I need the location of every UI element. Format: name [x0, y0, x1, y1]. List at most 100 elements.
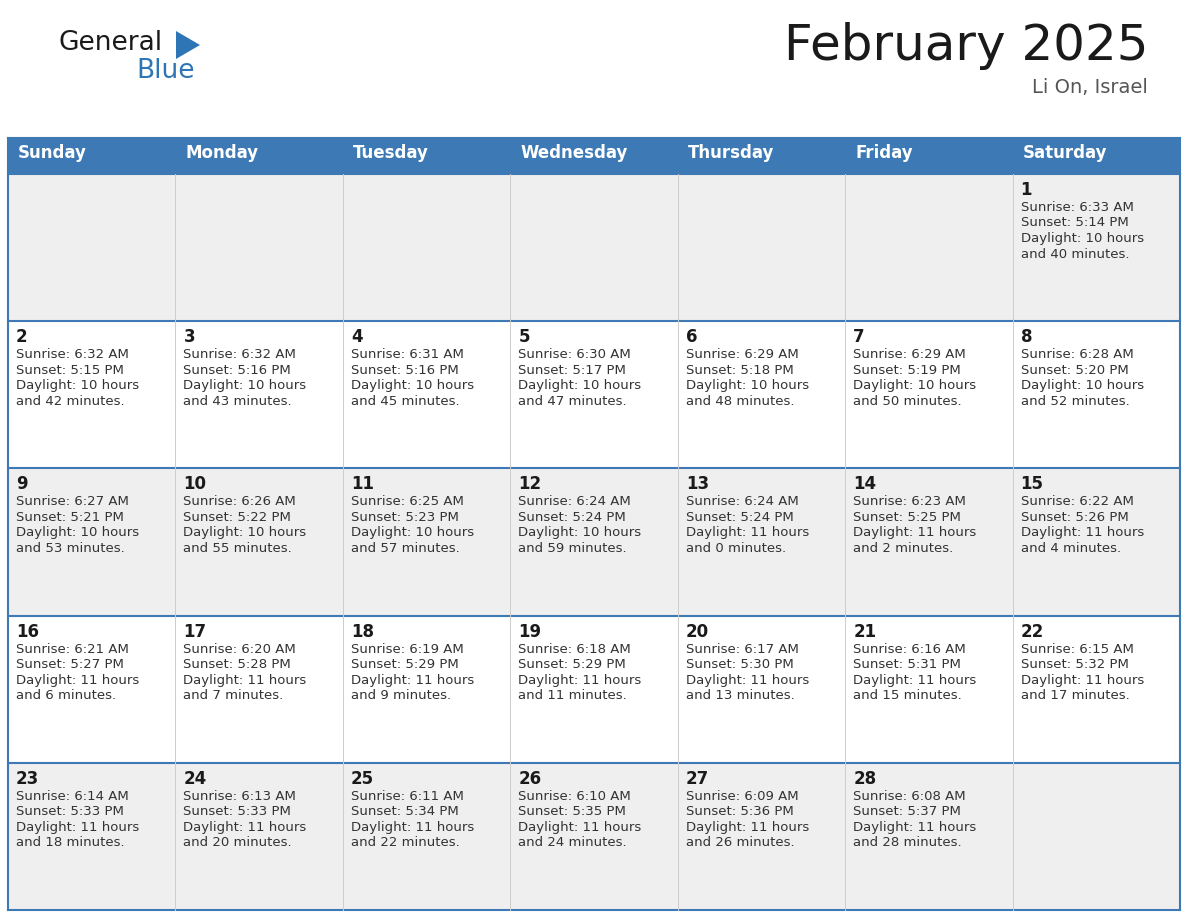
- Bar: [8, 138, 176, 174]
- Text: Sunrise: 6:33 AM: Sunrise: 6:33 AM: [1020, 201, 1133, 214]
- Text: Daylight: 10 hours: Daylight: 10 hours: [685, 379, 809, 392]
- Text: and 43 minutes.: and 43 minutes.: [183, 395, 292, 408]
- Text: Sunrise: 6:31 AM: Sunrise: 6:31 AM: [350, 348, 463, 361]
- Bar: [677, 174, 845, 321]
- Text: Sunrise: 6:26 AM: Sunrise: 6:26 AM: [183, 496, 296, 509]
- Text: and 6 minutes.: and 6 minutes.: [15, 689, 116, 702]
- Bar: [677, 138, 845, 174]
- Text: Sunrise: 6:32 AM: Sunrise: 6:32 AM: [15, 348, 128, 361]
- Text: 8: 8: [1020, 329, 1032, 346]
- Text: Daylight: 10 hours: Daylight: 10 hours: [350, 379, 474, 392]
- Text: and 57 minutes.: and 57 minutes.: [350, 542, 460, 554]
- Bar: [1012, 616, 1180, 763]
- Text: Sunrise: 6:32 AM: Sunrise: 6:32 AM: [183, 348, 296, 361]
- Text: Daylight: 10 hours: Daylight: 10 hours: [518, 526, 642, 540]
- Bar: [176, 321, 343, 468]
- Text: Daylight: 11 hours: Daylight: 11 hours: [183, 821, 307, 834]
- Text: Sunset: 5:29 PM: Sunset: 5:29 PM: [350, 658, 459, 671]
- Text: 1: 1: [1020, 181, 1032, 199]
- Text: Sunrise: 6:25 AM: Sunrise: 6:25 AM: [350, 496, 463, 509]
- Text: Sunset: 5:29 PM: Sunset: 5:29 PM: [518, 658, 626, 671]
- Text: Sunrise: 6:17 AM: Sunrise: 6:17 AM: [685, 643, 798, 655]
- Text: Sunrise: 6:14 AM: Sunrise: 6:14 AM: [15, 789, 128, 803]
- Text: Daylight: 11 hours: Daylight: 11 hours: [518, 674, 642, 687]
- Bar: [677, 468, 845, 616]
- Bar: [176, 468, 343, 616]
- Text: and 42 minutes.: and 42 minutes.: [15, 395, 125, 408]
- Text: and 50 minutes.: and 50 minutes.: [853, 395, 962, 408]
- Bar: [845, 321, 1012, 468]
- Text: and 17 minutes.: and 17 minutes.: [1020, 689, 1130, 702]
- Text: Sunrise: 6:10 AM: Sunrise: 6:10 AM: [518, 789, 631, 803]
- Polygon shape: [176, 31, 200, 59]
- Text: Daylight: 10 hours: Daylight: 10 hours: [1020, 232, 1144, 245]
- Text: and 2 minutes.: and 2 minutes.: [853, 542, 954, 554]
- Text: Sunset: 5:26 PM: Sunset: 5:26 PM: [1020, 511, 1129, 524]
- Text: Sunset: 5:32 PM: Sunset: 5:32 PM: [1020, 658, 1129, 671]
- Text: and 47 minutes.: and 47 minutes.: [518, 395, 627, 408]
- Text: and 9 minutes.: and 9 minutes.: [350, 689, 451, 702]
- Text: and 59 minutes.: and 59 minutes.: [518, 542, 627, 554]
- Text: Sunrise: 6:29 AM: Sunrise: 6:29 AM: [853, 348, 966, 361]
- Bar: [511, 468, 677, 616]
- Bar: [176, 174, 343, 321]
- Text: Sunset: 5:34 PM: Sunset: 5:34 PM: [350, 805, 459, 818]
- Text: Saturday: Saturday: [1023, 144, 1107, 162]
- Text: Sunset: 5:19 PM: Sunset: 5:19 PM: [853, 364, 961, 376]
- Text: Sunset: 5:24 PM: Sunset: 5:24 PM: [685, 511, 794, 524]
- Text: Sunrise: 6:20 AM: Sunrise: 6:20 AM: [183, 643, 296, 655]
- Text: 4: 4: [350, 329, 362, 346]
- Bar: [8, 468, 176, 616]
- Text: and 45 minutes.: and 45 minutes.: [350, 395, 460, 408]
- Text: Thursday: Thursday: [688, 144, 775, 162]
- Text: Sunset: 5:17 PM: Sunset: 5:17 PM: [518, 364, 626, 376]
- Text: Sunrise: 6:09 AM: Sunrise: 6:09 AM: [685, 789, 798, 803]
- Text: and 40 minutes.: and 40 minutes.: [1020, 248, 1129, 261]
- Text: Daylight: 11 hours: Daylight: 11 hours: [183, 674, 307, 687]
- Text: 17: 17: [183, 622, 207, 641]
- Text: 24: 24: [183, 770, 207, 788]
- Text: Sunrise: 6:13 AM: Sunrise: 6:13 AM: [183, 789, 296, 803]
- Text: Tuesday: Tuesday: [353, 144, 429, 162]
- Text: Sunrise: 6:30 AM: Sunrise: 6:30 AM: [518, 348, 631, 361]
- Bar: [677, 616, 845, 763]
- Text: Sunrise: 6:24 AM: Sunrise: 6:24 AM: [685, 496, 798, 509]
- Text: Sunrise: 6:28 AM: Sunrise: 6:28 AM: [1020, 348, 1133, 361]
- Text: 10: 10: [183, 476, 207, 493]
- Text: Daylight: 10 hours: Daylight: 10 hours: [183, 379, 307, 392]
- Bar: [343, 174, 511, 321]
- Text: 6: 6: [685, 329, 697, 346]
- Text: Sunset: 5:18 PM: Sunset: 5:18 PM: [685, 364, 794, 376]
- Bar: [343, 321, 511, 468]
- Bar: [343, 138, 511, 174]
- Text: Sunrise: 6:19 AM: Sunrise: 6:19 AM: [350, 643, 463, 655]
- Text: 27: 27: [685, 770, 709, 788]
- Text: 28: 28: [853, 770, 877, 788]
- Bar: [1012, 174, 1180, 321]
- Bar: [8, 763, 176, 910]
- Bar: [1012, 468, 1180, 616]
- Bar: [176, 616, 343, 763]
- Text: Daylight: 11 hours: Daylight: 11 hours: [350, 674, 474, 687]
- Text: Sunset: 5:15 PM: Sunset: 5:15 PM: [15, 364, 124, 376]
- Text: 11: 11: [350, 476, 374, 493]
- Text: Blue: Blue: [135, 58, 195, 84]
- Text: 14: 14: [853, 476, 877, 493]
- Text: and 24 minutes.: and 24 minutes.: [518, 836, 627, 849]
- Text: Daylight: 10 hours: Daylight: 10 hours: [15, 526, 139, 540]
- Text: Daylight: 11 hours: Daylight: 11 hours: [685, 674, 809, 687]
- Text: 15: 15: [1020, 476, 1043, 493]
- Text: Daylight: 11 hours: Daylight: 11 hours: [853, 821, 977, 834]
- Bar: [1012, 763, 1180, 910]
- Bar: [343, 616, 511, 763]
- Text: and 11 minutes.: and 11 minutes.: [518, 689, 627, 702]
- Text: 9: 9: [15, 476, 27, 493]
- Text: Sunrise: 6:15 AM: Sunrise: 6:15 AM: [1020, 643, 1133, 655]
- Bar: [845, 468, 1012, 616]
- Text: Sunset: 5:28 PM: Sunset: 5:28 PM: [183, 658, 291, 671]
- Text: Daylight: 10 hours: Daylight: 10 hours: [15, 379, 139, 392]
- Text: Li On, Israel: Li On, Israel: [1032, 78, 1148, 97]
- Bar: [677, 763, 845, 910]
- Text: Wednesday: Wednesday: [520, 144, 627, 162]
- Text: Monday: Monday: [185, 144, 259, 162]
